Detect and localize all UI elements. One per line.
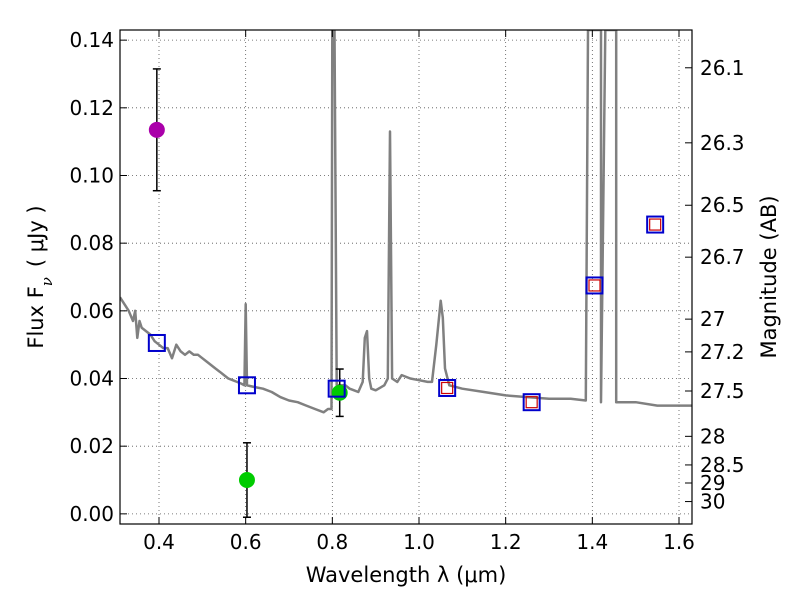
x-axis-title: Wavelength λ (μm): [306, 563, 507, 587]
model-photometry-square: [646, 215, 665, 234]
y-tick-label: 0.06: [69, 299, 114, 323]
photometry-layer: [147, 68, 665, 518]
x-tick-label: 1.4: [576, 530, 608, 554]
model-photometry-square: [147, 333, 166, 352]
y-axis-title-main: Flux F: [24, 286, 48, 348]
y-axis-title-subscript: ν: [38, 277, 56, 286]
x-tick-label: 1.6: [663, 530, 695, 554]
y-tick-label: 0.08: [69, 231, 114, 255]
y-axis-title: Flux Fν ( μJy ): [24, 205, 56, 348]
sed-model-layer: [120, 30, 692, 414]
mag-tick-label: 27.2: [700, 340, 745, 364]
mag-tick-label: 26.3: [700, 131, 745, 155]
mag-tick-label: 28.5: [700, 453, 745, 477]
upper-limit-square: [525, 396, 538, 409]
grid-lines: [120, 30, 692, 524]
y-tick-label: 0.12: [69, 96, 114, 120]
mag-tick-label: 28: [700, 424, 725, 448]
y-tick-label: 0.14: [69, 28, 114, 52]
mag-tick-label: 27: [700, 307, 725, 331]
model-photometry-square: [327, 379, 346, 398]
observed-flux-point: [238, 472, 255, 489]
x-tick-label: 0.6: [230, 530, 262, 554]
y-tick-label: 0.10: [69, 163, 114, 187]
x-tick-label: 0.8: [316, 530, 348, 554]
mag-tick-label: 26.5: [700, 193, 745, 217]
mag-tick-label: 27.5: [700, 379, 745, 403]
upper-limit-square: [441, 381, 454, 395]
y-axis-title-unit: ( μJy ): [24, 205, 48, 267]
sed-model-curve: [120, 30, 692, 414]
observed-flux-point: [148, 121, 165, 138]
mag-tick-label: 26.7: [700, 245, 745, 269]
x-tick-label: 1.2: [490, 530, 522, 554]
upper-limit-square: [649, 218, 662, 231]
x-tick-label: 0.4: [143, 530, 175, 554]
model-photometry-square: [237, 376, 256, 395]
right-axis-title: Magnitude (AB): [757, 195, 781, 358]
upper-limit-square: [588, 279, 601, 292]
mag-tick-label: 30: [700, 490, 725, 514]
mag-tick-label: 26.1: [700, 56, 745, 80]
x-tick-label: 1.0: [403, 530, 435, 554]
model-photometry-square: [585, 276, 604, 295]
axis-ticks: 0.4 0.6 0.8 1.0 1.2 1.4 1.6 0.00 0.02 0.04 0.06 0.0…: [69, 28, 744, 554]
model-photometry-square: [438, 378, 457, 397]
plot-frame: [119, 29, 693, 525]
y-tick-label: 0.02: [69, 434, 114, 458]
mag-tick-label: 29: [700, 471, 725, 495]
y-tick-label: 0.00: [69, 502, 114, 526]
model-photometry-square: [522, 393, 541, 412]
y-tick-label: 0.04: [69, 367, 114, 391]
